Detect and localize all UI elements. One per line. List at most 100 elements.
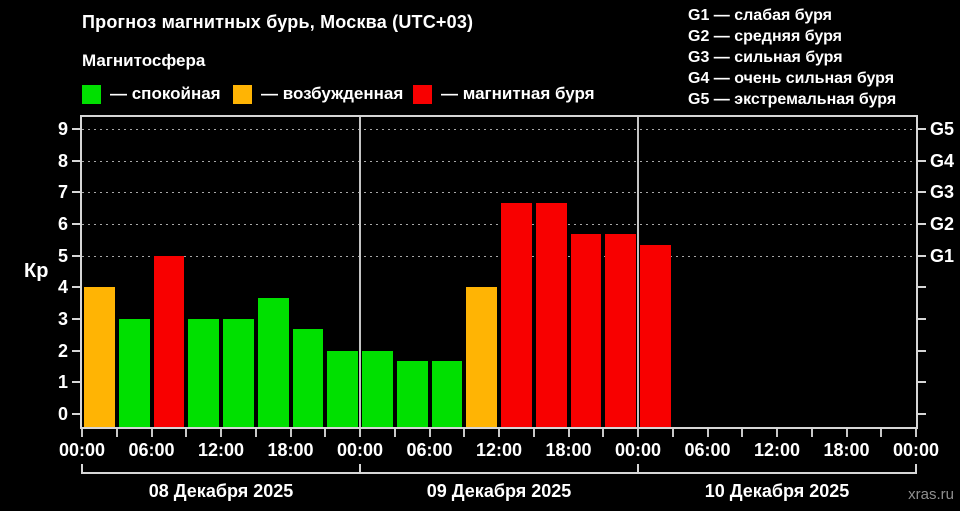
g-axis-label: G1 xyxy=(930,245,955,266)
day-divider xyxy=(359,117,361,427)
g-axis-label: G5 xyxy=(930,118,955,139)
x-axis-tick xyxy=(359,429,361,437)
time-label: 12:00 xyxy=(197,440,245,460)
time-label: 06:00 xyxy=(128,440,175,460)
kp-bar xyxy=(466,287,497,427)
kp-bar xyxy=(223,318,254,427)
x-axis-tick xyxy=(532,429,535,437)
y-axis-tick xyxy=(72,317,80,320)
y-axis-label: 6 xyxy=(57,213,68,234)
time-label: 06:00 xyxy=(684,440,731,460)
y-axis-tick xyxy=(72,381,80,384)
right-axis-tick xyxy=(918,413,926,415)
g-axis-label: G2 xyxy=(930,213,955,234)
plot-area xyxy=(80,115,918,429)
time-label: 18:00 xyxy=(267,440,314,460)
y-axis-label: 8 xyxy=(57,150,68,171)
g-legend-line: G3 — сильная буря xyxy=(688,49,843,66)
legend-item-storm: — магнитная буря xyxy=(413,84,595,104)
y-axis-tick xyxy=(72,286,80,289)
kp-bar xyxy=(153,255,185,427)
time-label: 12:00 xyxy=(753,440,801,460)
kp-axis-label: Кр xyxy=(24,260,49,282)
gridline-kp6 xyxy=(82,223,916,225)
right-axis-tick xyxy=(918,159,926,162)
y-axis-tick xyxy=(72,349,80,352)
x-axis-tick xyxy=(845,429,848,437)
kp-bar xyxy=(570,234,602,427)
legend-item-quiet: — спокойная xyxy=(82,84,221,104)
time-label: 18:00 xyxy=(823,440,870,460)
x-axis-tick xyxy=(324,429,327,437)
x-axis-tick xyxy=(185,429,188,437)
kp-bar xyxy=(501,202,532,427)
kp-bar xyxy=(640,245,671,427)
x-axis-tick xyxy=(637,429,639,437)
gridline-kp8 xyxy=(82,160,916,162)
g-legend-line: G5 — экстремальная буря xyxy=(688,91,897,108)
y-axis-label: 7 xyxy=(57,182,68,203)
x-axis-tick xyxy=(115,429,118,437)
kp-bar xyxy=(84,287,115,427)
x-axis-tick xyxy=(220,429,222,437)
time-label: 18:00 xyxy=(545,440,592,460)
x-axis-tick xyxy=(289,429,292,437)
y-axis-label: 3 xyxy=(57,308,68,329)
y-axis-tick xyxy=(72,191,80,194)
x-axis-tick xyxy=(602,429,605,437)
g-scale-legend: G1 — слабая буря G2 — средняя буря G3 — си… xyxy=(688,5,896,110)
x-axis-tick xyxy=(741,429,744,437)
time-label: 00:00 xyxy=(892,440,940,460)
kp-bar xyxy=(396,361,428,427)
gridline-kp5 xyxy=(82,255,916,257)
chart-title: Прогноз магнитных бурь, Москва (UTC+03) xyxy=(82,12,474,32)
y-axis-tick xyxy=(72,254,80,257)
right-axis-tick xyxy=(918,191,926,194)
y-axis-label: 2 xyxy=(57,340,68,361)
x-axis-tick xyxy=(671,429,674,437)
legend-swatch-quiet xyxy=(82,84,101,104)
date-bracket-tick xyxy=(915,464,917,474)
legend-item-label: — возбужденная xyxy=(261,84,404,103)
date-bracket xyxy=(82,472,916,474)
date-label: 08 Декабря 2025 xyxy=(148,481,294,501)
gridline-kp9 xyxy=(82,128,916,130)
date-label: 10 Декабря 2025 xyxy=(704,481,850,501)
legend-item-label: — магнитная буря xyxy=(441,84,595,103)
time-label: 12:00 xyxy=(475,440,523,460)
g-axis-label: G4 xyxy=(930,150,955,171)
y-axis-tick xyxy=(72,222,80,225)
g-legend-line: G4 — очень сильная буря xyxy=(688,70,895,87)
g-legend-line: G1 — слабая буря xyxy=(688,7,833,24)
x-axis-tick xyxy=(254,429,257,437)
y-axis-label: 9 xyxy=(57,118,68,139)
x-axis-tick xyxy=(776,429,778,437)
kp-bar xyxy=(292,329,324,427)
time-label: 00:00 xyxy=(58,440,106,460)
x-axis-tick xyxy=(498,429,500,437)
kp-bar xyxy=(605,234,636,427)
date-bracket-tick xyxy=(359,464,361,474)
gridline-kp7 xyxy=(82,192,916,194)
right-axis-tick xyxy=(918,317,926,320)
y-axis-tick xyxy=(72,159,80,162)
y-axis-label: 4 xyxy=(57,277,68,298)
g-axis-label: G3 xyxy=(930,182,955,203)
g-legend-line: G2 — средняя буря xyxy=(688,28,842,45)
x-axis-tick xyxy=(150,429,153,437)
magnetosphere-label: Магнитосфера xyxy=(82,51,206,70)
right-axis-tick xyxy=(918,286,926,289)
x-axis-tick xyxy=(81,429,83,437)
legend-item-label: — спокойная xyxy=(110,84,221,103)
y-axis-label: 1 xyxy=(57,372,68,393)
kp-bar xyxy=(431,361,463,427)
kp-bar xyxy=(188,318,219,427)
x-axis-tick xyxy=(428,429,431,437)
kp-bar xyxy=(327,350,358,427)
right-axis-tick xyxy=(918,254,926,257)
y-axis-tick xyxy=(72,413,80,415)
x-axis-tick xyxy=(810,429,813,437)
day-divider xyxy=(637,117,639,427)
legend-swatch-excited xyxy=(233,84,252,104)
